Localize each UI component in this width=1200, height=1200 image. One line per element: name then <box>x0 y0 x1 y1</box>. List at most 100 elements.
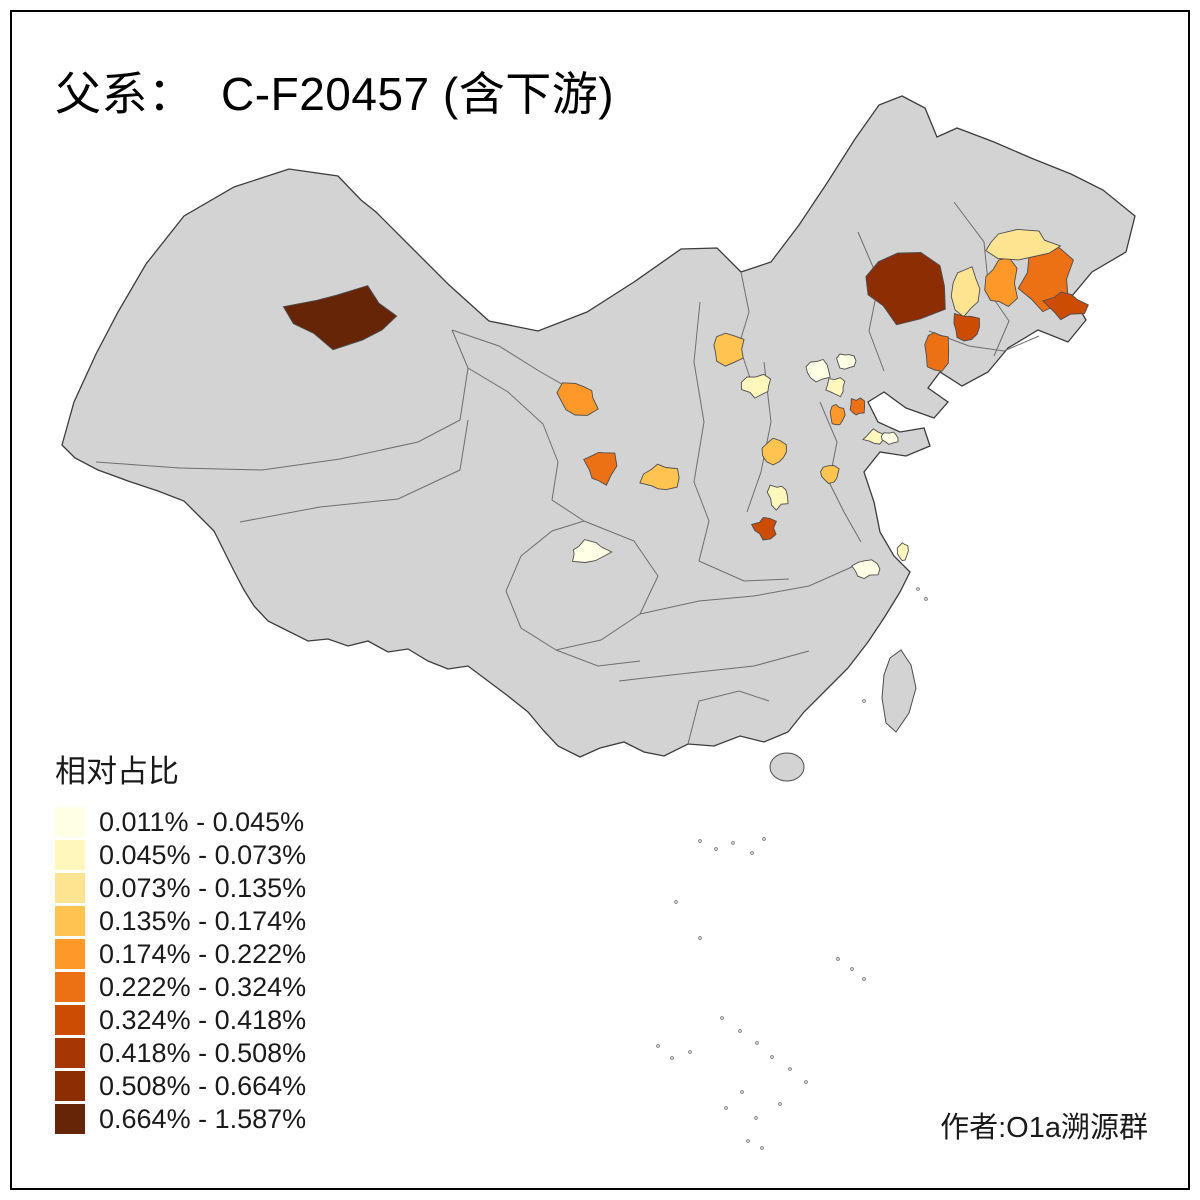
island-speck <box>804 1080 808 1084</box>
legend-label: 0.418% - 0.508% <box>99 1037 307 1068</box>
island-speck <box>670 1056 674 1060</box>
map-region <box>880 431 899 445</box>
legend-label: 0.508% - 0.664% <box>99 1070 307 1101</box>
map-region <box>761 437 787 466</box>
legend-row: 0.418% - 0.508% <box>55 1038 306 1068</box>
province-boundary <box>693 301 710 562</box>
province-boundary <box>687 690 770 745</box>
island-speck <box>754 1116 758 1120</box>
island-speck <box>740 1090 744 1094</box>
legend-row: 0.508% - 0.664% <box>55 1071 306 1101</box>
island-speck <box>750 851 754 855</box>
map-region <box>820 465 840 485</box>
map-region <box>829 403 846 426</box>
taiwan-island <box>881 649 917 733</box>
map-region <box>639 463 680 491</box>
province-boundary <box>928 330 1040 352</box>
map-region <box>851 559 881 579</box>
legend-swatch <box>55 840 85 870</box>
map-region <box>865 252 946 326</box>
province-boundary <box>857 231 885 372</box>
province-boundary <box>555 649 641 667</box>
legend-label: 0.664% - 1.587% <box>99 1103 307 1134</box>
island-speck <box>724 1106 728 1110</box>
map-region <box>896 542 909 562</box>
legend-row: 0.011% - 0.045% <box>55 807 306 837</box>
island-speck <box>698 839 702 843</box>
map-region <box>849 397 866 416</box>
province-boundary <box>239 419 469 523</box>
province-boundary <box>698 560 790 582</box>
map-region <box>1042 291 1089 321</box>
island-speck <box>698 936 702 940</box>
legend-label: 0.045% - 0.073% <box>99 839 307 870</box>
island-speck <box>862 977 866 981</box>
legend-row: 0.664% - 1.587% <box>55 1104 306 1134</box>
legend-swatch <box>55 972 85 1002</box>
province-boundary <box>738 271 752 382</box>
legend-label: 0.324% - 0.418% <box>99 1004 307 1035</box>
legend-swatch <box>55 1038 85 1068</box>
island-speck <box>674 900 678 904</box>
map-region <box>583 451 618 486</box>
hainan-island <box>769 752 805 782</box>
legend-swatch <box>55 1071 85 1101</box>
island-speck <box>656 1044 660 1048</box>
province-boundary <box>639 565 855 615</box>
page-title: 父系： C-F20457 (含下游) <box>55 68 615 120</box>
island-speck <box>762 837 766 841</box>
province-boundary <box>467 367 585 522</box>
legend-swatch <box>55 873 85 903</box>
map-region <box>766 484 789 511</box>
legend-label: 0.073% - 0.135% <box>99 872 307 903</box>
legend-row: 0.135% - 0.174% <box>55 906 306 936</box>
island-speck <box>714 847 718 851</box>
legend-label: 0.135% - 0.174% <box>99 905 307 936</box>
map-region <box>953 313 980 342</box>
map-region <box>924 332 950 372</box>
map-region <box>950 266 981 318</box>
legend-rows: 0.011% - 0.045% 0.045% - 0.073% 0.073% - 0… <box>55 807 306 1134</box>
island-speck <box>788 1067 792 1071</box>
legend-swatch <box>55 939 85 969</box>
legend-label: 0.011% - 0.045% <box>99 806 305 837</box>
map-region <box>556 382 599 416</box>
island-speck <box>916 587 920 591</box>
province-boundary <box>618 650 810 682</box>
map-region <box>750 517 777 541</box>
legend-label: 0.222% - 0.324% <box>99 971 307 1002</box>
legend-swatch <box>55 1104 85 1134</box>
island-speck <box>760 1146 764 1150</box>
mainland-china <box>61 95 1136 758</box>
island-speck <box>688 1050 692 1054</box>
island-speck <box>924 597 928 601</box>
legend-row: 0.073% - 0.135% <box>55 873 306 903</box>
legend-swatch <box>55 1005 85 1035</box>
island-speck <box>755 1041 759 1045</box>
legend-row: 0.324% - 0.418% <box>55 1005 306 1035</box>
map-region <box>805 358 831 383</box>
map-region <box>572 539 613 563</box>
island-speck <box>746 1139 750 1143</box>
island-speck <box>738 1029 742 1033</box>
legend-swatch <box>55 807 85 837</box>
map-region <box>862 428 886 445</box>
legend-title: 相对占比 <box>55 754 179 789</box>
map-region <box>282 285 398 351</box>
province-boundary <box>95 329 469 471</box>
legend: 相对占比 0.011% - 0.045% 0.045% - 0.073% 0.073… <box>55 746 306 1137</box>
island-speck <box>836 957 840 961</box>
island-speck <box>850 967 854 971</box>
map-region <box>836 353 857 370</box>
legend-row: 0.045% - 0.073% <box>55 840 306 870</box>
island-speck <box>770 1055 774 1059</box>
map-region <box>985 228 1062 261</box>
author-credit: 作者:O1a溯源群 <box>940 1112 1148 1144</box>
island-speck <box>778 1102 782 1106</box>
island-speck <box>720 1016 724 1020</box>
map-region <box>825 377 846 398</box>
province-boundary <box>451 329 575 392</box>
island-speck <box>862 699 866 703</box>
